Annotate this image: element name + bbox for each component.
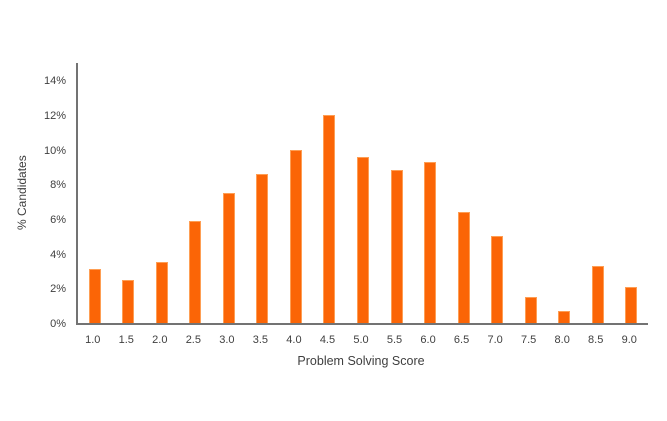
bar-6.0 <box>424 161 437 323</box>
bar-3.0 <box>222 193 235 323</box>
x-tick-label: 3.0 <box>219 334 235 346</box>
x-tick-label: 4.0 <box>286 334 302 346</box>
bar-6.5 <box>457 212 470 323</box>
x-tick-label: 6.0 <box>420 334 436 346</box>
y-tick-label: 6% <box>50 214 66 226</box>
x-tick-label: 8.0 <box>554 334 570 346</box>
bar-5.5 <box>390 170 403 323</box>
x-tick-label: 3.5 <box>252 334 269 346</box>
x-tick-label: 5.5 <box>386 334 403 346</box>
x-tick-label: 1.5 <box>118 334 134 346</box>
bar-8.0 <box>558 310 571 323</box>
y-tick-label: 0% <box>50 318 66 330</box>
y-tick-label: 2% <box>50 283 66 296</box>
bar-3.5 <box>256 173 269 323</box>
y-tick-label: 10% <box>43 144 66 157</box>
bar-5.0 <box>357 156 369 323</box>
y-tick-label: 12% <box>43 110 66 122</box>
bar-2.5 <box>189 220 202 323</box>
bar-9.0 <box>625 286 638 323</box>
y-tick-label: 14% <box>43 75 66 88</box>
bar-7.0 <box>491 236 504 323</box>
bar-4.5 <box>323 115 336 323</box>
x-tick-label: 4.5 <box>319 334 336 346</box>
x-tick-label: 2.0 <box>152 334 168 346</box>
x-tick-label: 9.0 <box>621 334 637 346</box>
bar-1.0 <box>88 269 101 323</box>
y-tick-label: 8% <box>50 179 66 192</box>
x-tick-label: 6.5 <box>453 334 470 346</box>
x-tick-label: 7.5 <box>520 334 537 346</box>
x-tick-label: 1.0 <box>85 334 101 346</box>
bar-1.5 <box>122 279 135 323</box>
bar-8.5 <box>591 265 604 323</box>
x-axis-title: Problem Solving Score <box>297 354 425 368</box>
plot-area <box>76 63 648 325</box>
x-tick-label: 7.0 <box>487 334 503 346</box>
bar-7.5 <box>524 297 537 323</box>
x-tick-label: 2.5 <box>185 334 201 346</box>
y-tick-label: 4% <box>50 248 66 261</box>
bar-4.0 <box>289 149 302 323</box>
bar-2.0 <box>155 262 168 323</box>
x-tick-label: 8.5 <box>588 334 604 346</box>
x-tick-label: 5.0 <box>353 334 369 346</box>
